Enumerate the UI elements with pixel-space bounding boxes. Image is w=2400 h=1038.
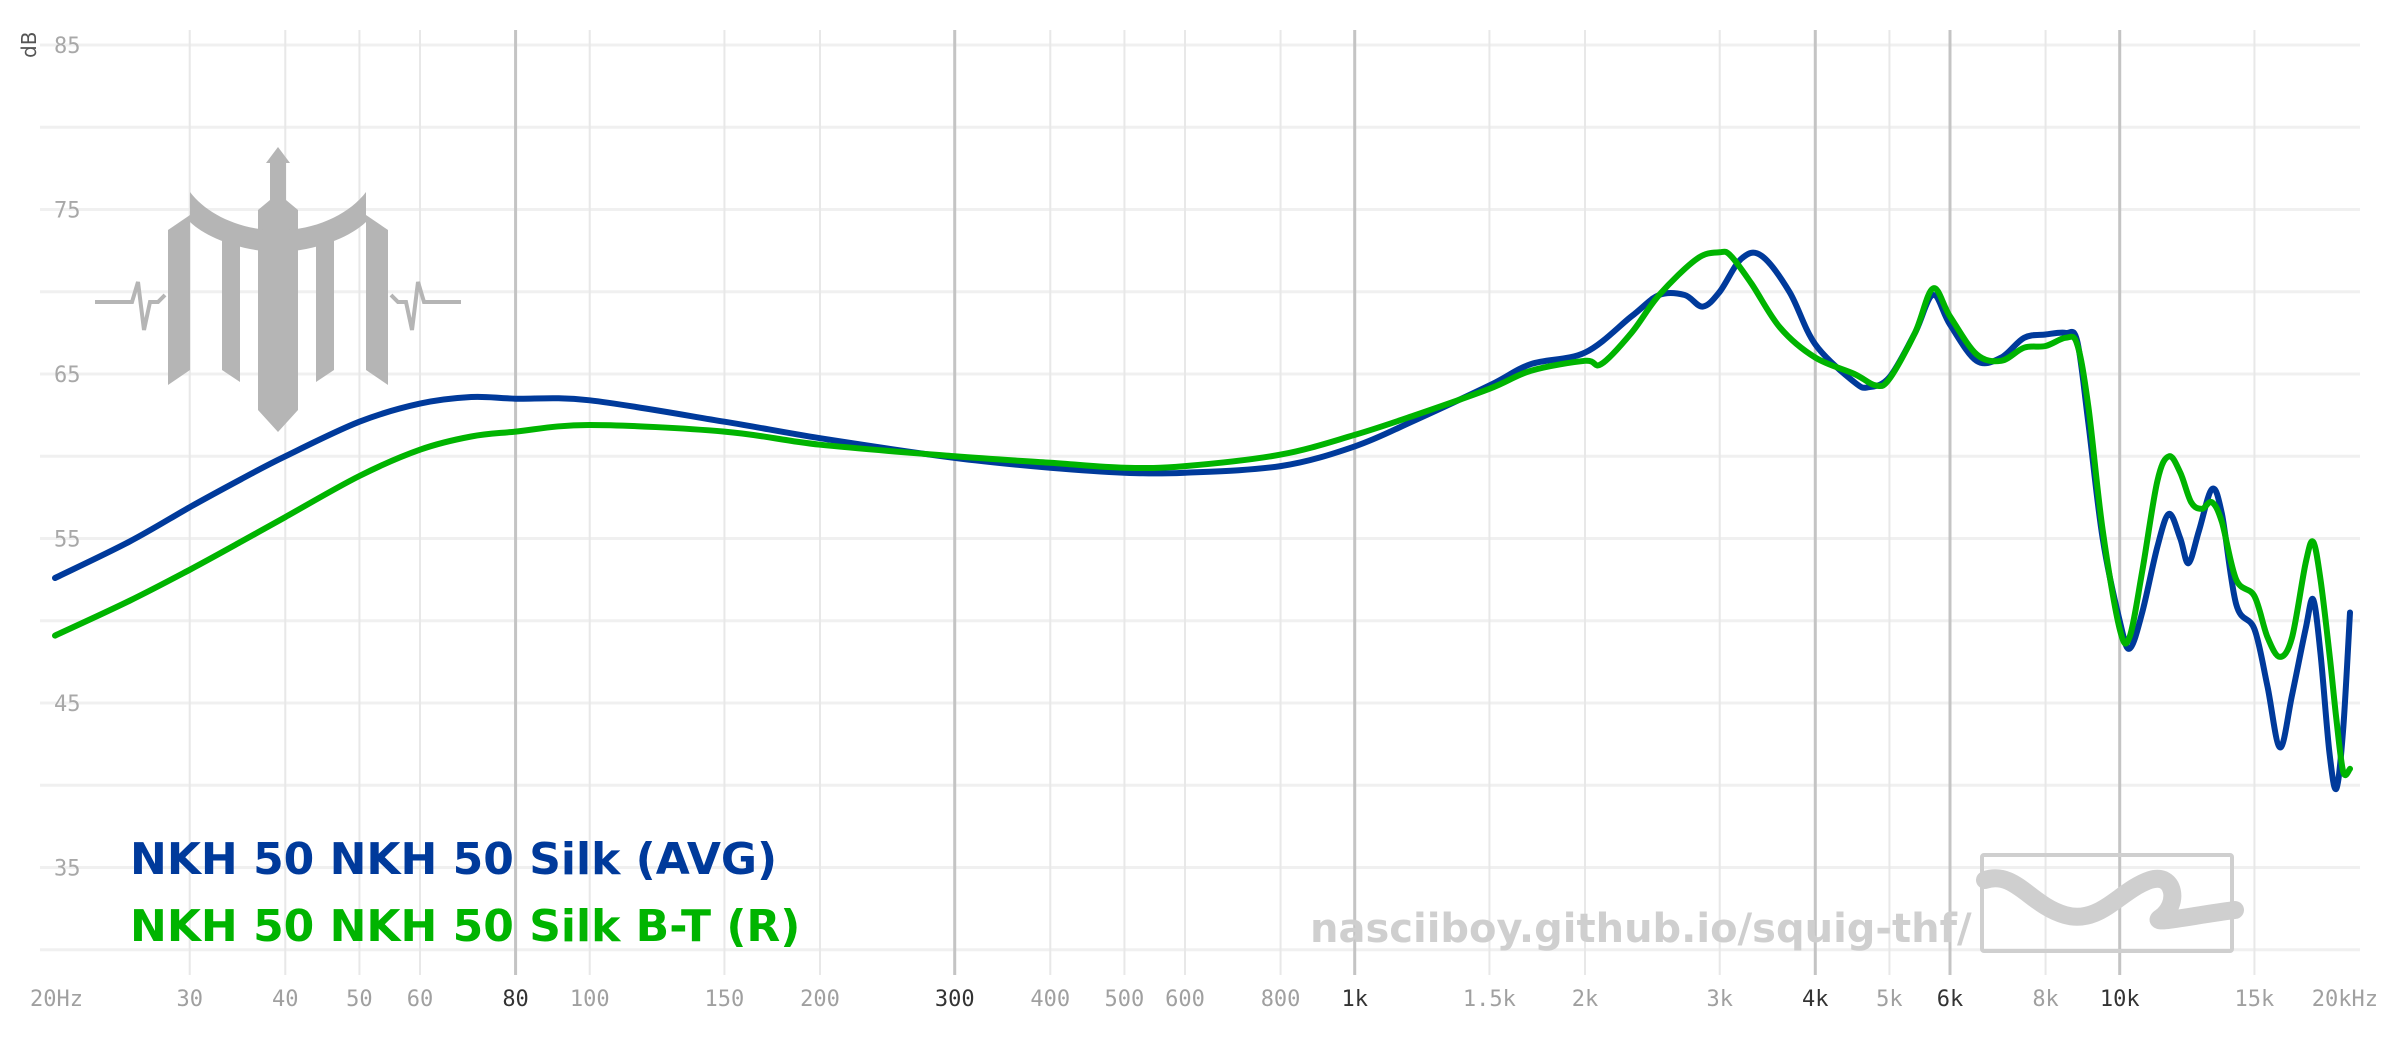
x-tick-label: 40 (272, 987, 299, 1012)
y-tick-label: 65 (54, 363, 81, 388)
x-tick-label: 50 (346, 987, 373, 1012)
x-tick-label: 600 (1165, 987, 1205, 1012)
x-tick-label: 60 (407, 987, 434, 1012)
x-tick-label: 10k (2100, 987, 2140, 1012)
x-tick-label: 3k (1706, 987, 1733, 1012)
x-tick-label: 8k (2032, 987, 2059, 1012)
x-tick-label: 15k (2235, 987, 2275, 1012)
x-tick-label: 100 (570, 987, 610, 1012)
y-tick-label: 55 (54, 528, 81, 553)
x-tick-label: 150 (705, 987, 745, 1012)
x-tick-label: 2k (1572, 987, 1599, 1012)
y-tick-label: 35 (54, 857, 81, 882)
series-line-1 (52, 248, 2353, 779)
y-tick-label: 75 (54, 199, 81, 224)
x-tick-label: 20Hz (30, 987, 83, 1012)
x-tick-label: 80 (502, 987, 529, 1012)
legend-series-avg: NKH 50 NKH 50 Silk (AVG) (130, 834, 777, 885)
y-tick-label: 85 (54, 34, 81, 59)
x-tick-label: 300 (935, 987, 975, 1012)
x-tick-label: 1.5k (1463, 987, 1516, 1012)
watermark-logo-icon (95, 147, 461, 432)
axes: 85 75 65 55 45 35 20Hz 30 40 50 60 80 100 150 200 300 40… (30, 34, 2378, 1012)
series-line-0 (52, 249, 2353, 793)
x-tick-label: 20kHz (2312, 987, 2378, 1012)
x-tick-label: 30 (176, 987, 203, 1012)
x-tick-label: 1k (1341, 987, 1368, 1012)
x-tick-label: 400 (1030, 987, 1070, 1012)
series-layer (52, 248, 2353, 793)
x-tick-label: 800 (1261, 987, 1301, 1012)
x-tick-label: 500 (1105, 987, 1145, 1012)
watermark-url: nasciiboy.github.io/squig-thf/ (1310, 906, 1972, 952)
x-tick-label: 6k (1937, 987, 1964, 1012)
x-tick-label: 4k (1802, 987, 1829, 1012)
legend-series-bt-r: NKH 50 NKH 50 Silk B-T (R) (130, 901, 800, 952)
x-tick-label: 200 (800, 987, 840, 1012)
squig-badge-icon (1976, 853, 2244, 953)
x-tick-label: 5k (1876, 987, 1903, 1012)
y-tick-label: 45 (54, 692, 81, 717)
y-axis-unit: dB (17, 32, 41, 58)
grid (40, 30, 2360, 975)
